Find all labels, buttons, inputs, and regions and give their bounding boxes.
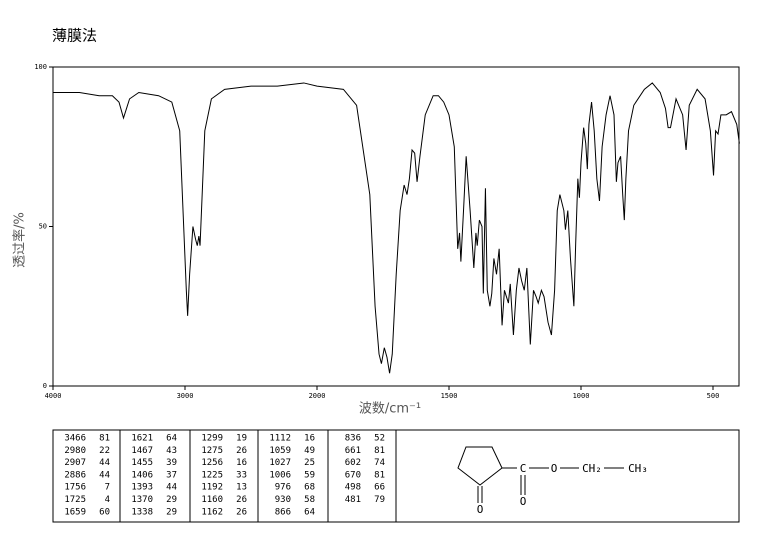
peak-wavenumber: 1659 [64, 507, 86, 517]
atom: O [520, 495, 527, 508]
peak-wavenumber: 1756 [64, 483, 86, 493]
table-dividers [119, 430, 397, 522]
peak-wavenumber: 481 [345, 495, 361, 505]
peak-transmittance: 68 [304, 483, 315, 493]
peak-transmittance: 64 [304, 507, 315, 517]
peak-transmittance: 44 [166, 483, 177, 493]
y-tick-label: 50 [39, 223, 47, 231]
peak-transmittance: 26 [236, 495, 247, 505]
peak-transmittance: 81 [374, 446, 385, 456]
peak-wavenumber: 1455 [131, 458, 153, 468]
peak-transmittance: 16 [236, 458, 247, 468]
x-tick-label: 2000 [309, 392, 326, 400]
peak-wavenumber: 1338 [131, 507, 153, 517]
peak-wavenumber: 670 [345, 470, 361, 480]
peak-wavenumber: 1162 [201, 507, 223, 517]
structure-bonds [457, 446, 624, 503]
spectrum-line [53, 82, 740, 374]
peak-wavenumber: 836 [345, 434, 361, 444]
atom: CH₂ [582, 462, 602, 475]
peak-wavenumber: 498 [345, 483, 361, 493]
peak-wavenumber: 1406 [131, 470, 153, 480]
peak-transmittance: 19 [236, 434, 247, 444]
peak-transmittance: 43 [166, 446, 177, 456]
peak-wavenumber: 1370 [131, 495, 153, 505]
x-axis-label: 波数/cm⁻¹ [359, 402, 421, 417]
peak-wavenumber: 1621 [131, 434, 153, 444]
peak-transmittance: 25 [304, 458, 315, 468]
atom: C [520, 462, 527, 475]
peak-wavenumber: 3466 [64, 434, 86, 444]
peak-wavenumber: 2886 [64, 470, 86, 480]
x-tick-label: 3000 [177, 392, 194, 400]
atom: O [551, 462, 558, 475]
peak-wavenumber: 976 [275, 483, 291, 493]
peak-wavenumber: 1256 [201, 458, 223, 468]
y-tick-label: 0 [43, 382, 47, 390]
peak-transmittance: 26 [236, 507, 247, 517]
peak-wavenumber: 1027 [269, 458, 291, 468]
x-tick-label: 4000 [45, 392, 62, 400]
plot-frame [52, 66, 740, 387]
peak-wavenumber: 2907 [64, 458, 86, 468]
peak-transmittance: 64 [166, 434, 177, 444]
peak-transmittance: 7 [105, 483, 110, 493]
peak-transmittance: 29 [166, 507, 177, 517]
peak-transmittance: 74 [374, 458, 385, 468]
peak-transmittance: 79 [374, 495, 385, 505]
peak-transmittance: 59 [304, 470, 315, 480]
peak-transmittance: 37 [166, 470, 177, 480]
peak-transmittance: 29 [166, 495, 177, 505]
peak-transmittance: 49 [304, 446, 315, 456]
y-axis-label: 透过率/% [12, 212, 28, 268]
peak-wavenumber: 1059 [269, 446, 291, 456]
peak-wavenumber: 1112 [269, 434, 291, 444]
peak-transmittance: 81 [99, 434, 110, 444]
peak-wavenumber: 1299 [201, 434, 223, 444]
peak-wavenumber: 930 [275, 495, 291, 505]
peak-wavenumber: 1225 [201, 470, 223, 480]
peak-wavenumber: 1275 [201, 446, 223, 456]
x-tick-label: 1000 [573, 392, 590, 400]
peak-transmittance: 44 [99, 470, 110, 480]
peak-transmittance: 58 [304, 495, 315, 505]
peak-transmittance: 16 [304, 434, 315, 444]
peak-wavenumber: 602 [345, 458, 361, 468]
peak-transmittance: 4 [105, 495, 110, 505]
x-tick-label: 500 [707, 392, 720, 400]
peak-wavenumber: 1467 [131, 446, 153, 456]
peak-transmittance: 39 [166, 458, 177, 468]
chart-title: 薄膜法 [52, 27, 97, 45]
peak-wavenumber: 661 [345, 446, 361, 456]
atom: O [477, 503, 484, 516]
peak-wavenumber: 1393 [131, 483, 153, 493]
peak-wavenumber: 2980 [64, 446, 86, 456]
peak-transmittance: 81 [374, 470, 385, 480]
peak-transmittance: 60 [99, 507, 110, 517]
peak-wavenumber: 1160 [201, 495, 223, 505]
peak-wavenumber: 1725 [64, 495, 86, 505]
peak-transmittance: 33 [236, 470, 247, 480]
peak-wavenumber: 1006 [269, 470, 291, 480]
peak-wavenumber: 866 [275, 507, 291, 517]
y-tick-label: 100 [34, 63, 47, 71]
atom: CH₃ [628, 462, 648, 475]
peak-transmittance: 26 [236, 446, 247, 456]
x-tick-label: 1500 [441, 392, 458, 400]
peak-transmittance: 22 [99, 446, 110, 456]
peak-transmittance: 66 [374, 483, 385, 493]
peak-transmittance: 52 [374, 434, 385, 444]
peak-transmittance: 13 [236, 483, 247, 493]
peak-transmittance: 44 [99, 458, 110, 468]
peak-wavenumber: 1192 [201, 483, 223, 493]
